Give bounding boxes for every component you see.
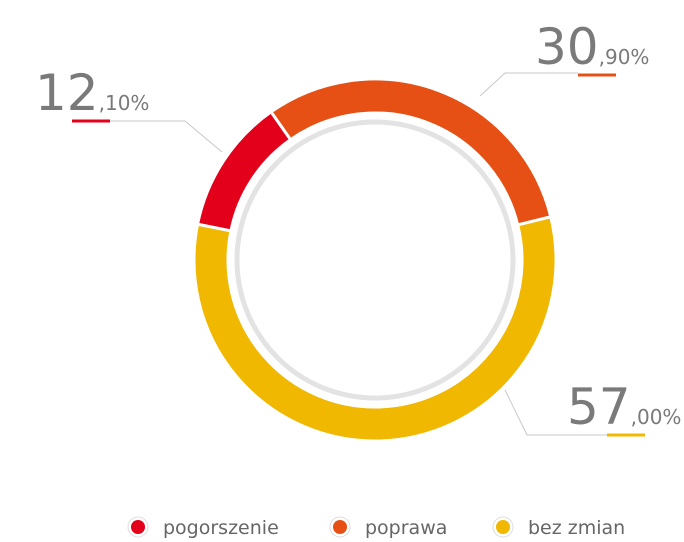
value-label-fraction: ,00% <box>631 405 682 429</box>
value-label-main: 57 <box>567 378 631 436</box>
donut-segment <box>268 77 553 227</box>
legend-label: pogorszenie <box>163 517 279 539</box>
value-label-fraction: ,10% <box>99 91 150 115</box>
donut-segment <box>192 215 558 443</box>
value-label: 30,90% <box>535 18 649 76</box>
leader-line <box>110 120 223 153</box>
legend-label: bez zmian <box>528 517 625 539</box>
value-label: 57,00% <box>567 378 681 436</box>
legend-marker <box>333 520 347 534</box>
leader-line <box>479 72 578 97</box>
legend-marker <box>131 520 145 534</box>
value-label: 12,10% <box>35 64 149 122</box>
value-label-fraction: ,90% <box>599 45 650 69</box>
value-label-main: 12 <box>35 64 99 122</box>
legend-marker <box>496 520 510 534</box>
inner-ring <box>234 119 516 401</box>
value-label-main: 30 <box>535 18 599 76</box>
legend-label: poprawa <box>365 517 447 539</box>
leader-line <box>504 389 607 436</box>
